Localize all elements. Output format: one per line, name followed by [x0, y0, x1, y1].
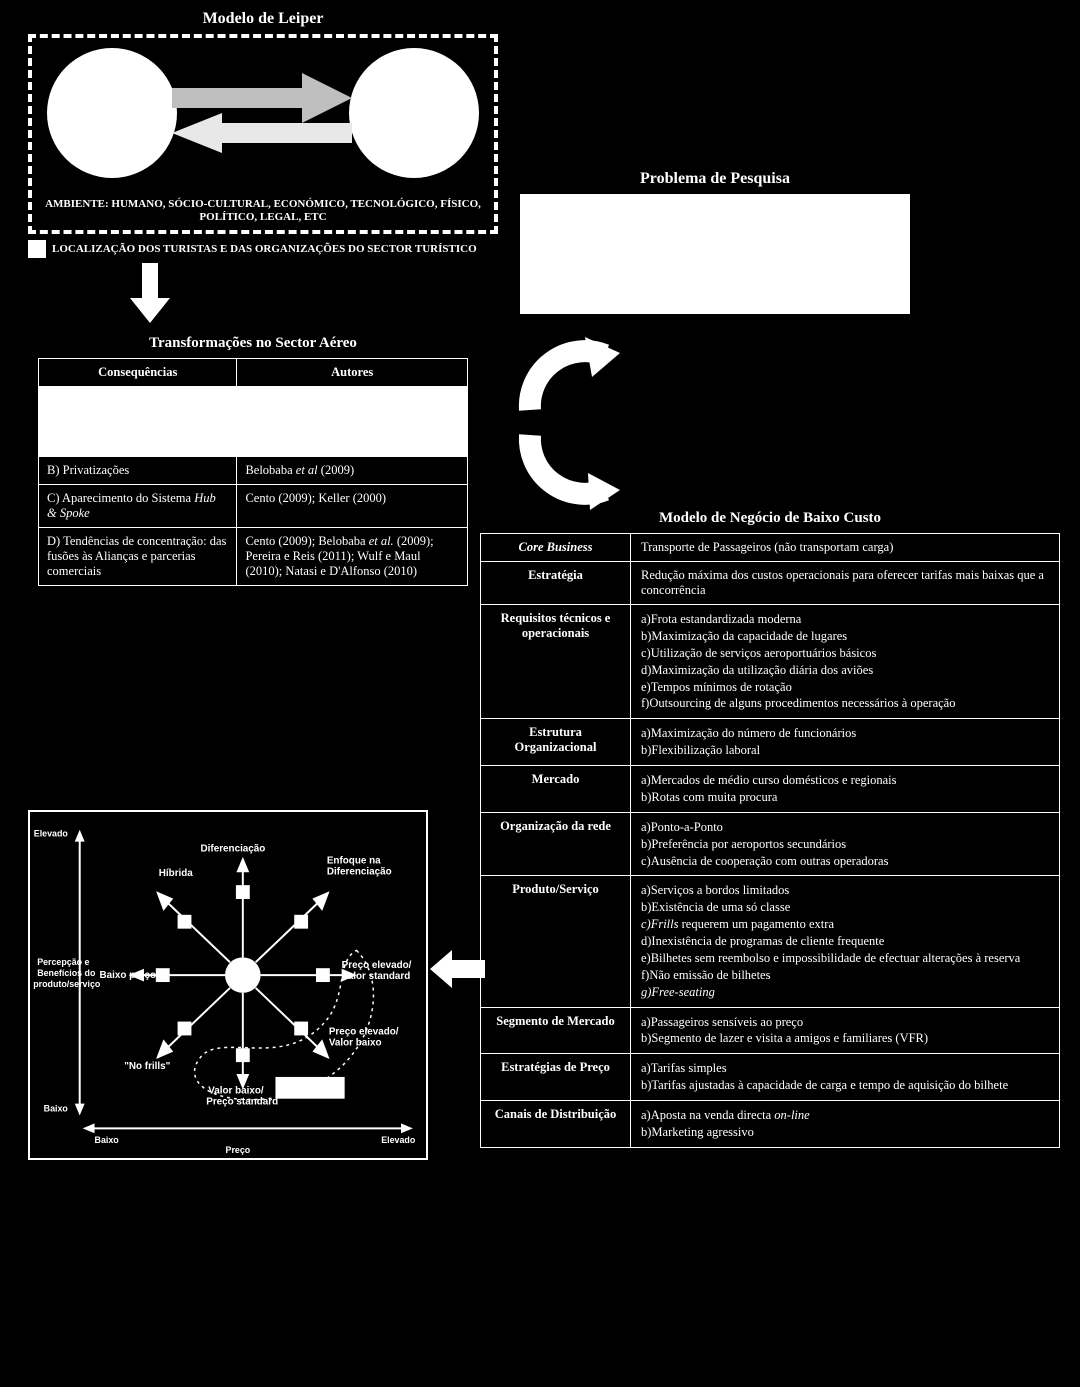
neg-row-label: Segmento de Mercado	[481, 1007, 631, 1054]
neg-row: Organização da redea)Ponto-a-Pontob)Pref…	[481, 812, 1060, 876]
svg-text:"No frills": "No frills"	[124, 1061, 170, 1072]
neg-row-content: a)Maximização do número de funcionáriosb…	[631, 719, 1060, 766]
svg-text:Valor standard: Valor standard	[342, 971, 411, 982]
leiper-model: Modelo de Leiper AMBIENTE: HUMANO, SÓCIO…	[28, 10, 498, 258]
business-model-title: Modelo de Negócio de Baixo Custo	[480, 510, 1060, 527]
bidirectional-arrows-icon	[172, 68, 352, 158]
neg-row-label: Estratégias de Preço	[481, 1054, 631, 1101]
col-consequencias: Consequências	[39, 359, 237, 387]
neg-row-content: Redução máxima dos custos operacionais p…	[631, 562, 1060, 605]
legend-square-icon	[28, 240, 46, 258]
arrow-left-icon	[430, 950, 485, 988]
svg-text:Baixo: Baixo	[44, 1104, 69, 1114]
neg-row: Canais de Distribuiçãoa)Aposta na venda …	[481, 1101, 1060, 1148]
transformacoes-title: Transformações no Sector Aéreo	[38, 335, 468, 352]
research-problem-box	[520, 194, 910, 314]
table-row-a	[39, 387, 468, 457]
table-row: C) Aparecimento do Sistema Hub & Spoke C…	[39, 485, 468, 528]
neg-row-label: Produto/Serviço	[481, 876, 631, 1007]
table-row: D) Tendências de concentração: das fusõe…	[39, 528, 468, 586]
leiper-title: Modelo de Leiper	[28, 10, 498, 28]
svg-text:Baixo: Baixo	[95, 1135, 120, 1145]
neg-row-content: a)Mercados de médio curso domésticos e r…	[631, 766, 1060, 813]
neg-row: Estrutura Organizacionala)Maximização do…	[481, 719, 1060, 766]
svg-text:Preço elevado/: Preço elevado/	[342, 960, 412, 971]
transformacoes-section: Transformações no Sector Aéreo Consequên…	[38, 335, 468, 586]
svg-text:Valor baixo: Valor baixo	[329, 1037, 382, 1048]
neg-row-label: Canais de Distribuição	[481, 1101, 631, 1148]
neg-row: Mercadoa)Mercados de médio curso domésti…	[481, 766, 1060, 813]
svg-text:Elevado: Elevado	[34, 829, 69, 839]
svg-text:Enfoque na: Enfoque na	[327, 855, 381, 866]
svg-text:Diferenciação: Diferenciação	[201, 844, 266, 855]
destination-circle	[349, 48, 479, 178]
svg-text:Preço elevado/: Preço elevado/	[329, 1026, 399, 1037]
neg-row: Segmento de Mercadoa)Passageiros sensíve…	[481, 1007, 1060, 1054]
svg-text:Benefícios do: Benefícios do	[37, 968, 96, 978]
col-autores: Autores	[237, 359, 468, 387]
neg-row-label: Core Business	[481, 534, 631, 562]
svg-text:Elevado: Elevado	[381, 1135, 416, 1145]
research-problem: Problema de Pesquisa	[520, 170, 910, 314]
neg-row-content: a)Passageiros sensíveis ao preçob)Segmen…	[631, 1007, 1060, 1054]
neg-row-content: Transporte de Passageiros (não transport…	[631, 534, 1060, 562]
table-row: B) Privatizações Belobaba et al (2009)	[39, 457, 468, 485]
neg-row: Requisitos técnicos e operacionaisa)Frot…	[481, 605, 1060, 719]
svg-text:Baixo preço: Baixo preço	[99, 970, 156, 981]
svg-text:Preço standard: Preço standard	[206, 1097, 278, 1108]
strategy-clock-diagram: Elevado Baixo Percepção e Benefícios do …	[28, 810, 428, 1160]
location-legend: LOCALIZAÇÃO DOS TURISTAS E DAS ORGANIZAÇ…	[28, 240, 498, 258]
neg-row: Produto/Serviçoa)Serviços a bordos limit…	[481, 876, 1060, 1007]
neg-row-content: a)Aposta na venda directa on-lineb)Marke…	[631, 1101, 1060, 1148]
svg-text:Percepção e: Percepção e	[37, 957, 89, 967]
neg-row-label: Mercado	[481, 766, 631, 813]
origin-circle	[47, 48, 177, 178]
neg-row: EstratégiaRedução máxima dos custos oper…	[481, 562, 1060, 605]
research-problem-title: Problema de Pesquisa	[520, 170, 910, 188]
neg-row-content: a)Frota estandardizada modernab)Maximiza…	[631, 605, 1060, 719]
arrow-down-icon	[130, 263, 170, 323]
neg-row-label: Organização da rede	[481, 812, 631, 876]
neg-row-label: Estrutura Organizacional	[481, 719, 631, 766]
svg-text:Híbrida: Híbrida	[159, 868, 194, 879]
neg-row-label: Estratégia	[481, 562, 631, 605]
neg-row-content: a)Serviços a bordos limitadosb)Existênci…	[631, 876, 1060, 1007]
neg-row: Core BusinessTransporte de Passageiros (…	[481, 534, 1060, 562]
svg-text:Valor baixo/: Valor baixo/	[208, 1086, 264, 1097]
business-model-section: Modelo de Negócio de Baixo Custo Core Bu…	[480, 510, 1060, 1148]
svg-text:Preço: Preço	[226, 1145, 251, 1155]
neg-row: Estratégias de Preçoa)Tarifas simplesb)T…	[481, 1054, 1060, 1101]
curved-connector-arrows-icon	[500, 325, 620, 525]
svg-text:produto/serviço: produto/serviço	[33, 979, 101, 989]
leiper-box: AMBIENTE: HUMANO, SÓCIO-CULTURAL, ECONÓM…	[28, 34, 498, 234]
neg-row-content: a)Tarifas simplesb)Tarifas ajustadas à c…	[631, 1054, 1060, 1101]
business-model-table: Core BusinessTransporte de Passageiros (…	[480, 533, 1060, 1148]
environment-text: AMBIENTE: HUMANO, SÓCIO-CULTURAL, ECONÓM…	[32, 198, 494, 224]
location-text: LOCALIZAÇÃO DOS TURISTAS E DAS ORGANIZAÇ…	[52, 243, 477, 255]
neg-row-label: Requisitos técnicos e operacionais	[481, 605, 631, 719]
transformacoes-table: Consequências Autores B) Privatizações B…	[38, 358, 468, 586]
svg-text:Diferenciação: Diferenciação	[327, 866, 392, 877]
neg-row-content: a)Ponto-a-Pontob)Preferência por aeropor…	[631, 812, 1060, 876]
